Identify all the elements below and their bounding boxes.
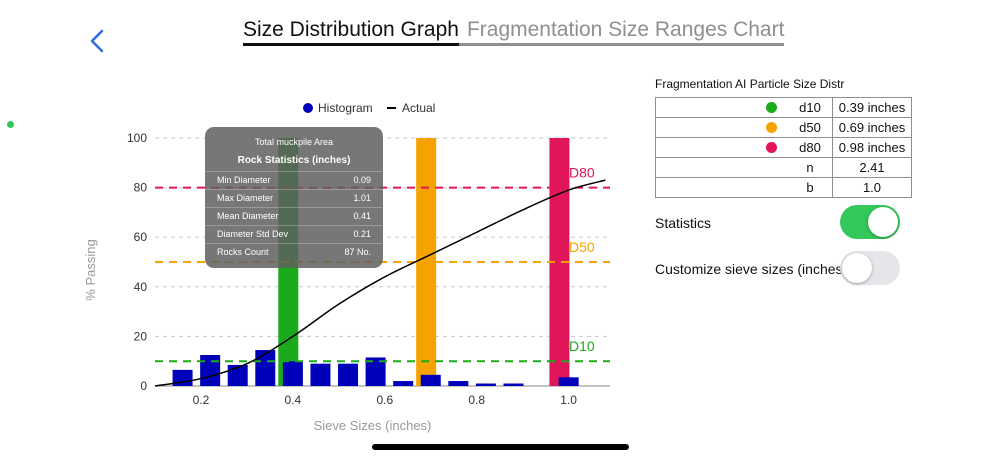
results-value: 1.0 bbox=[832, 177, 912, 198]
legend-histogram-label: Histogram bbox=[318, 101, 373, 115]
tooltip-row-value: 1.01 bbox=[353, 193, 371, 203]
results-row-b: b 1.0 bbox=[655, 177, 912, 198]
histogram-bar bbox=[338, 363, 359, 386]
histogram-bar bbox=[365, 357, 386, 386]
results-key: n bbox=[806, 160, 814, 175]
d10-label: D10 bbox=[569, 338, 595, 354]
statistics-label: Statistics bbox=[655, 215, 712, 231]
legend-histogram-marker bbox=[303, 103, 313, 113]
results-value: 0.39 inches bbox=[832, 97, 912, 118]
tooltip-row-value: 0.21 bbox=[353, 229, 371, 239]
results-value: 0.69 inches bbox=[832, 117, 912, 138]
tooltip-row-min-diameter: Min Diameter 0.09 bbox=[205, 171, 383, 189]
histogram-bar bbox=[448, 381, 469, 386]
actual-curve bbox=[154, 179, 606, 387]
histogram-bar bbox=[393, 381, 414, 386]
x-axis-title: Sieve Sizes (inches) bbox=[314, 418, 432, 433]
legend-actual-label: Actual bbox=[402, 101, 435, 115]
results-row-d50: d50 0.69 inches bbox=[655, 117, 912, 138]
histogram-bar bbox=[282, 361, 303, 386]
results-table: d10 0.39 inches d50 0.69 inches d80 0.98… bbox=[655, 97, 912, 198]
x-tick-label: 0.4 bbox=[285, 393, 302, 407]
y-tick-label: 40 bbox=[134, 280, 148, 294]
results-value: 2.41 bbox=[832, 157, 912, 178]
tooltip-header: Total muckpile Area bbox=[254, 137, 334, 147]
x-tick-label: 0.8 bbox=[468, 393, 485, 407]
histogram-bar bbox=[310, 363, 331, 386]
results-key: b bbox=[806, 180, 814, 195]
histogram-bar bbox=[227, 364, 248, 386]
histogram-bar bbox=[420, 374, 441, 386]
tooltip-row-max-diameter: Max Diameter 1.01 bbox=[205, 189, 383, 207]
results-key: d80 bbox=[799, 140, 821, 155]
results-row-d80: d80 0.98 inches bbox=[655, 137, 912, 158]
tooltip-row-label: Diameter Std Dev bbox=[217, 229, 289, 239]
tooltip-row-label: Mean Diameter bbox=[217, 211, 279, 221]
customize-sieve-sizes-label: Customize sieve sizes (inches) bbox=[655, 261, 848, 277]
histogram-bar bbox=[255, 350, 276, 386]
tooltip-row-value: 0.41 bbox=[353, 211, 371, 221]
tooltip-row-value: 0.09 bbox=[353, 175, 371, 185]
tooltip-row-value: 87 No. bbox=[344, 247, 371, 257]
y-tick-label: 20 bbox=[134, 329, 148, 343]
tab-bar: Size Distribution Graph Fragmentation Si… bbox=[243, 16, 785, 46]
y-axis-title: % Passing bbox=[83, 239, 98, 300]
home-indicator bbox=[372, 444, 629, 450]
toggle-knob bbox=[868, 207, 898, 237]
rock-statistics-tooltip: Total muckpile Area Rock Statistics (inc… bbox=[205, 127, 383, 268]
status-dot bbox=[7, 121, 14, 128]
d80-swatch-icon bbox=[766, 142, 777, 153]
toggle-knob bbox=[842, 253, 872, 283]
results-table-title: Fragmentation AI Particle Size Distr bbox=[655, 77, 845, 91]
back-button[interactable] bbox=[86, 26, 112, 56]
results-value: 0.98 inches bbox=[832, 137, 912, 158]
histogram-bar bbox=[503, 383, 524, 386]
d80-label: D80 bbox=[569, 165, 595, 181]
y-tick-label: 100 bbox=[127, 131, 147, 145]
tooltip-row-label: Rocks Count bbox=[217, 247, 269, 257]
histogram-bar bbox=[200, 355, 221, 386]
tooltip-row-mean-diameter: Mean Diameter 0.41 bbox=[205, 207, 383, 225]
x-tick-label: 0.2 bbox=[193, 393, 210, 407]
d80-bar bbox=[549, 138, 570, 386]
results-row-d10: d10 0.39 inches bbox=[655, 97, 912, 118]
d10-swatch-icon bbox=[766, 102, 777, 113]
y-tick-label: 80 bbox=[134, 181, 148, 195]
tooltip-row-rocks-count: Rocks Count 87 No. bbox=[205, 243, 383, 261]
tooltip-row-label: Max Diameter bbox=[217, 193, 274, 203]
y-tick-label: 0 bbox=[140, 379, 147, 393]
tab-fragmentation-size-ranges-chart[interactable]: Fragmentation Size Ranges Chart bbox=[458, 16, 785, 46]
histogram-bar bbox=[558, 377, 579, 386]
tooltip-row-diameter-std-dev: Diameter Std Dev 0.21 bbox=[205, 225, 383, 243]
customize-sieve-sizes-toggle[interactable] bbox=[840, 251, 900, 285]
results-key: d50 bbox=[799, 120, 821, 135]
results-key: d10 bbox=[799, 100, 821, 115]
x-tick-label: 0.6 bbox=[376, 393, 393, 407]
tooltip-title: Rock Statistics (inches) bbox=[237, 155, 351, 166]
y-tick-label: 60 bbox=[134, 230, 148, 244]
chevron-left-icon bbox=[90, 29, 104, 53]
d50-label: D50 bbox=[569, 239, 595, 255]
x-tick-label: 1.0 bbox=[560, 393, 577, 407]
tooltip-row-label: Min Diameter bbox=[217, 175, 271, 185]
histogram-bar bbox=[475, 383, 496, 386]
d50-swatch-icon bbox=[766, 122, 777, 133]
statistics-toggle[interactable] bbox=[840, 205, 900, 239]
tab-size-distribution-graph[interactable]: Size Distribution Graph bbox=[243, 16, 459, 46]
results-row-n: n 2.41 bbox=[655, 157, 912, 178]
